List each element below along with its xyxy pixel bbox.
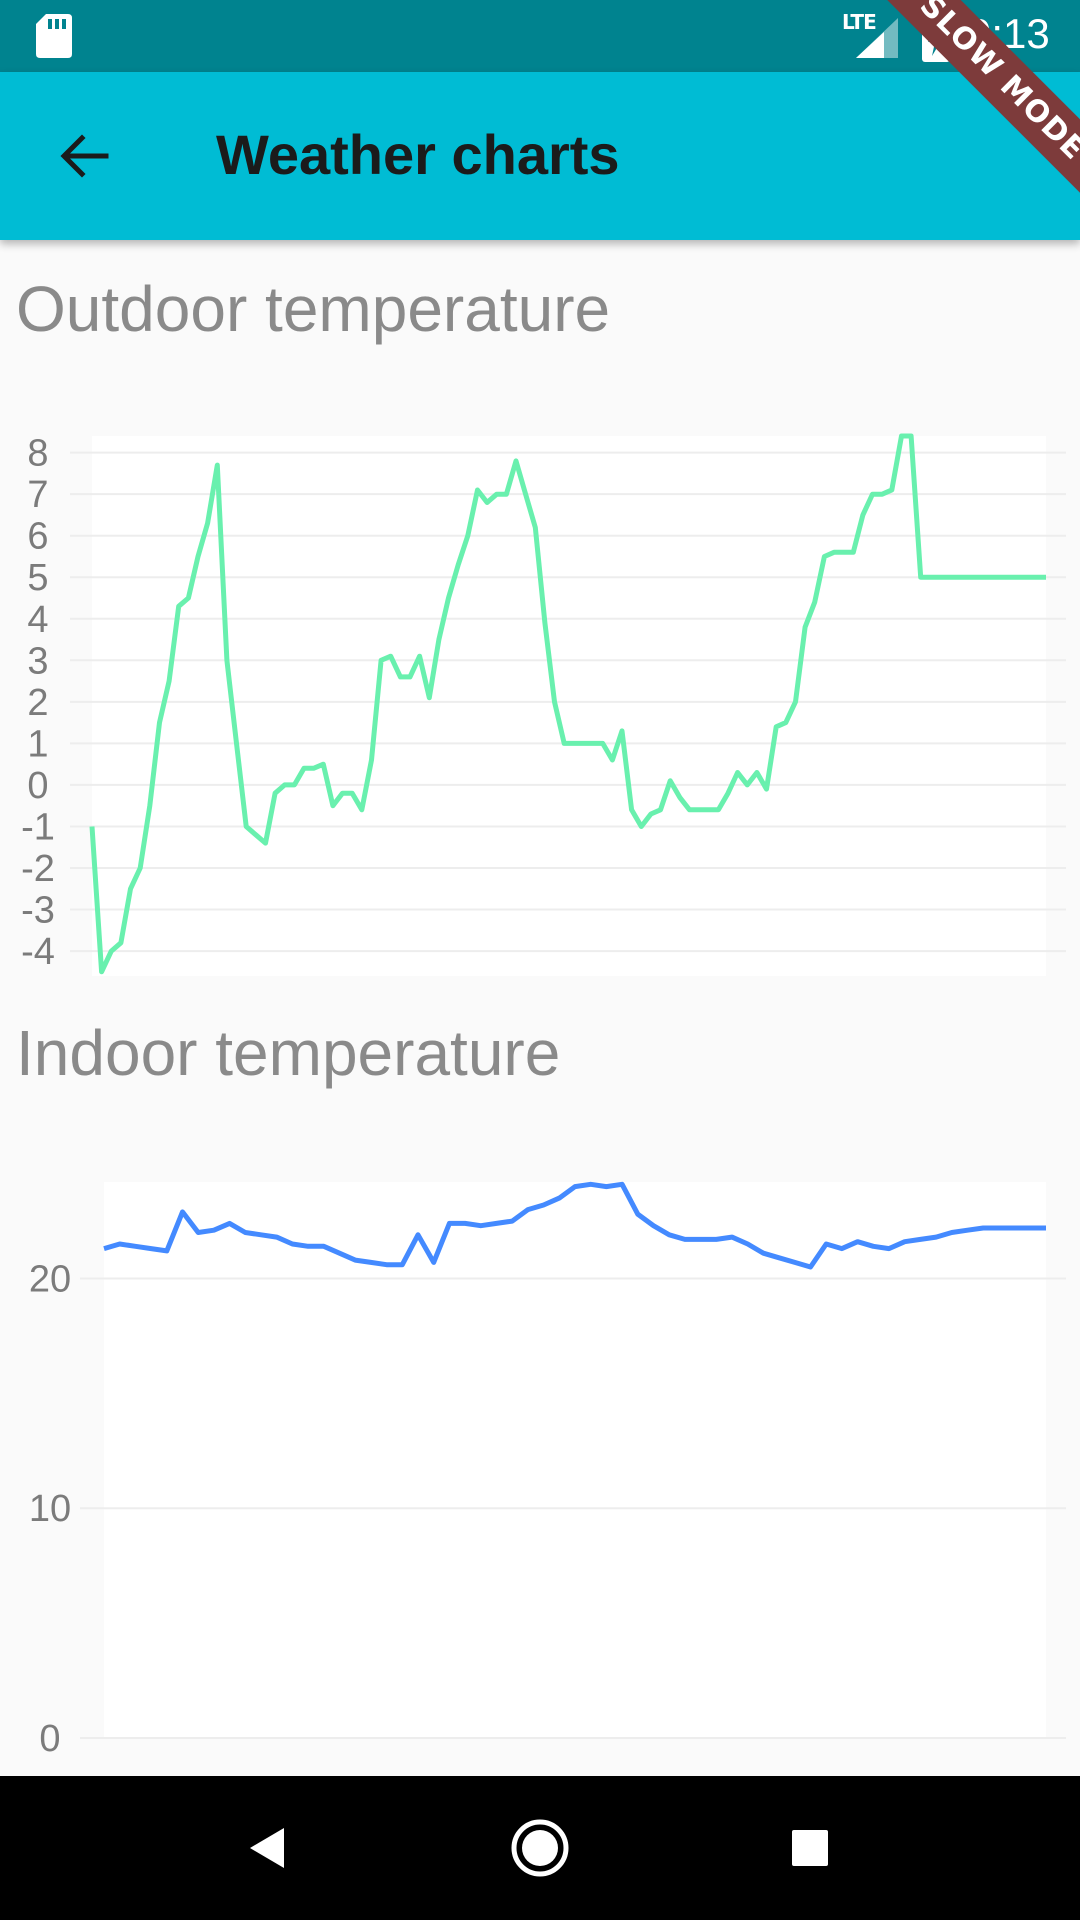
nav-home-button[interactable] bbox=[500, 1808, 580, 1888]
nav-home-icon bbox=[511, 1819, 569, 1877]
plot-area bbox=[104, 1182, 1046, 1738]
y-tick-label: 1 bbox=[27, 723, 48, 765]
back-button[interactable] bbox=[44, 116, 124, 196]
outdoor-chart-title: Outdoor temperature bbox=[16, 273, 611, 345]
y-tick-label: 3 bbox=[27, 640, 48, 682]
y-tick-label: 0 bbox=[39, 1718, 60, 1760]
y-tick-label: -4 bbox=[21, 931, 55, 973]
y-tick-label: -1 bbox=[21, 806, 55, 848]
nav-recent-icon bbox=[792, 1830, 828, 1866]
indoor-chart-title: Indoor temperature bbox=[16, 1017, 561, 1089]
series-line bbox=[89, 433, 1046, 975]
series-line bbox=[103, 1181, 1046, 1270]
network-type-label: LTE bbox=[842, 10, 877, 34]
nav-back-icon bbox=[250, 1828, 284, 1868]
nav-recent-button[interactable] bbox=[770, 1808, 850, 1888]
y-tick-label: 10 bbox=[29, 1488, 71, 1530]
y-tick-label: 4 bbox=[27, 599, 48, 641]
sd-card-icon bbox=[36, 14, 72, 58]
status-clock: 9:13 bbox=[968, 10, 1050, 57]
y-tick-label: 2 bbox=[27, 682, 48, 724]
y-tick-label: 8 bbox=[27, 433, 48, 475]
y-tick-label: 7 bbox=[27, 474, 48, 516]
page-title: Weather charts bbox=[216, 123, 620, 186]
y-tick-label: 20 bbox=[29, 1258, 71, 1300]
y-tick-label: -2 bbox=[21, 848, 55, 890]
navigation-bar bbox=[0, 1776, 1080, 1920]
arrow-back-icon bbox=[60, 134, 109, 178]
y-tick-label: 6 bbox=[27, 516, 48, 558]
plot-area bbox=[92, 436, 1046, 976]
indoor-temperature-chart: 20 10 0 bbox=[29, 1181, 1066, 1760]
app-bar: Weather charts bbox=[0, 72, 1080, 240]
battery-charging-icon bbox=[922, 14, 950, 62]
signal-icon bbox=[856, 18, 898, 58]
status-bar: LTE 9:13 bbox=[0, 0, 1080, 72]
y-tick-label: -3 bbox=[21, 890, 55, 932]
y-tick-label: 0 bbox=[27, 765, 48, 807]
y-tick-label: 5 bbox=[27, 557, 48, 599]
nav-back-button[interactable] bbox=[230, 1808, 310, 1888]
